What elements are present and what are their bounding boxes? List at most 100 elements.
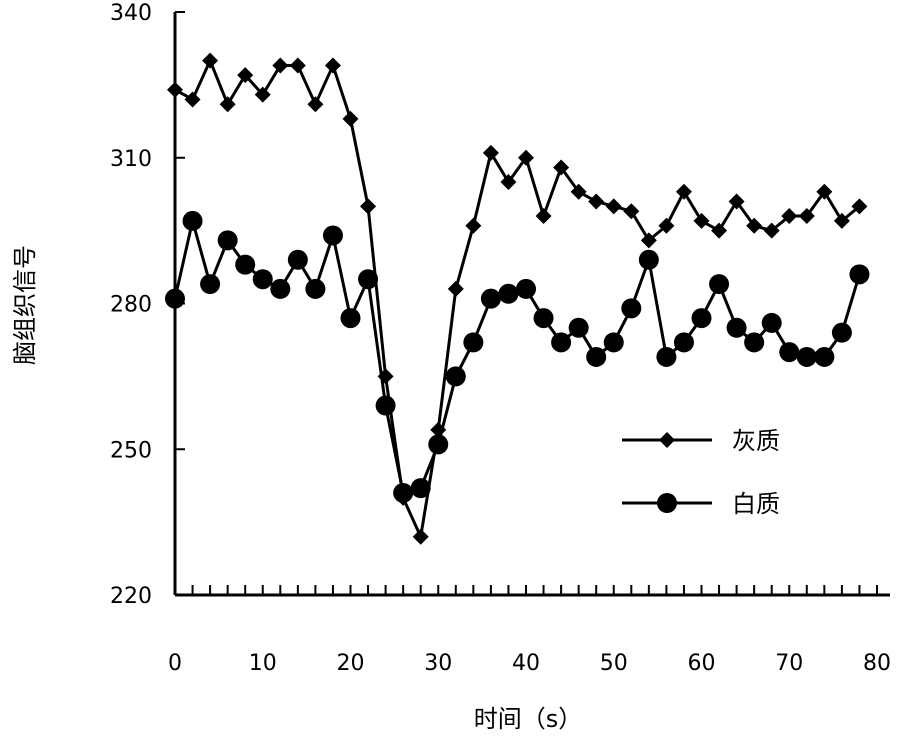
diamond-marker <box>623 203 640 220</box>
y-tick-label: 220 <box>110 584 152 609</box>
y-tick-label: 280 <box>110 293 152 318</box>
circle-marker <box>498 283 519 304</box>
diamond-marker <box>272 57 289 74</box>
y-tick-label: 340 <box>110 1 152 26</box>
x-tick-label: 60 <box>688 651 716 676</box>
circle-marker <box>779 342 800 363</box>
circle-marker <box>533 308 554 329</box>
diamond-marker <box>588 193 605 210</box>
diamond-marker <box>816 183 833 200</box>
circle-marker <box>393 482 414 503</box>
circle-marker <box>761 312 782 333</box>
legend-label: 灰质 <box>732 427 780 455</box>
diamond-marker <box>781 208 798 225</box>
circle-marker <box>691 308 712 329</box>
diamond-marker <box>307 96 324 113</box>
diamond-marker <box>412 528 429 545</box>
x-tick-label: 30 <box>424 651 452 676</box>
diamond-marker <box>184 91 201 108</box>
diamond-marker <box>605 198 622 215</box>
circle-marker <box>586 346 607 367</box>
circle-marker <box>638 249 659 270</box>
circle-marker <box>340 308 361 329</box>
circle-marker <box>287 249 308 270</box>
circle-marker <box>656 346 677 367</box>
series-white-matter <box>165 210 870 503</box>
diamond-marker <box>658 217 675 234</box>
diamond-marker <box>763 222 780 239</box>
legend-diamond-marker <box>659 432 675 448</box>
x-tick-label: 70 <box>775 651 803 676</box>
diamond-marker <box>342 110 359 127</box>
diamond-marker <box>553 159 570 176</box>
circle-marker <box>358 269 379 290</box>
diamond-marker <box>570 183 587 200</box>
y-axis-title: 脑组织信号 <box>11 245 39 365</box>
legend-item: 白质 <box>622 490 780 518</box>
circle-marker <box>480 288 501 309</box>
circle-marker <box>726 317 747 338</box>
diamond-marker <box>219 96 236 113</box>
diamond-marker <box>851 198 868 215</box>
diamond-marker <box>237 67 254 84</box>
circle-marker <box>217 230 238 251</box>
circle-marker <box>796 346 817 367</box>
series-line <box>174 59 861 539</box>
x-tick-label: 20 <box>337 651 365 676</box>
diamond-marker <box>167 81 183 98</box>
diamond-marker <box>465 217 482 234</box>
x-axis-title: 时间（s） <box>474 705 583 733</box>
circle-marker <box>305 278 326 299</box>
circle-marker <box>551 332 572 353</box>
diamond-marker <box>482 144 499 161</box>
circle-marker <box>814 346 835 367</box>
diamond-marker <box>728 193 745 210</box>
diamond-marker <box>289 57 306 74</box>
diamond-marker <box>693 212 710 229</box>
circle-marker <box>375 395 396 416</box>
x-axis-ticks: 0 10 20 30 40 50 60 70 80 <box>168 585 891 676</box>
diamond-marker <box>535 208 552 225</box>
diamond-marker <box>711 222 728 239</box>
diamond-marker <box>254 86 271 103</box>
x-tick-label: 10 <box>249 651 277 676</box>
circle-marker <box>744 332 765 353</box>
circle-marker <box>235 254 256 275</box>
diamond-marker <box>675 183 692 200</box>
y-tick-label: 310 <box>110 147 152 172</box>
circle-marker <box>463 332 484 353</box>
diamond-marker <box>202 52 219 69</box>
circle-marker <box>165 288 185 309</box>
circle-marker <box>831 322 852 343</box>
diamond-marker <box>798 208 815 225</box>
diamond-marker <box>500 174 517 191</box>
x-tick-label: 0 <box>168 651 182 676</box>
series-layer <box>165 52 870 545</box>
axes <box>173 12 890 597</box>
circle-marker <box>621 298 642 319</box>
x-tick-label: 80 <box>863 651 891 676</box>
circle-marker <box>849 264 870 285</box>
diamond-marker <box>447 280 464 297</box>
y-tick-label: 250 <box>110 438 152 463</box>
circle-marker <box>673 332 694 353</box>
diamond-marker <box>746 217 763 234</box>
circle-marker <box>182 210 203 231</box>
diamond-marker <box>360 198 377 215</box>
circle-marker <box>270 278 291 299</box>
circle-marker <box>200 274 221 295</box>
legend-circle-marker <box>657 493 677 513</box>
circle-marker <box>603 332 624 353</box>
diamond-marker <box>324 57 341 74</box>
x-tick-label: 40 <box>512 651 540 676</box>
circle-marker <box>322 225 343 246</box>
legend-label: 白质 <box>732 490 780 518</box>
series-gray-matter <box>167 52 868 545</box>
circle-marker <box>709 274 730 295</box>
diamond-marker <box>518 149 534 166</box>
legend-item: 灰质 <box>622 427 780 455</box>
diamond-marker <box>640 232 657 249</box>
y-axis-ticks: 220 250 280 310 340 <box>110 1 185 609</box>
x-tick-label: 50 <box>600 651 628 676</box>
